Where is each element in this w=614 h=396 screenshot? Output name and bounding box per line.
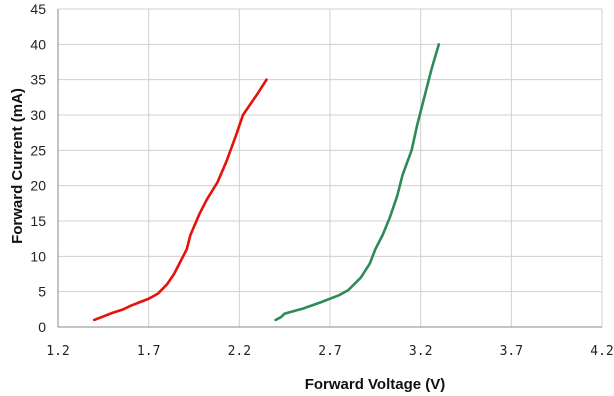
y-tick-label: 45 [30, 1, 46, 17]
y-tick-labels: 0 5 10 15 20 25 30 35 40 45 [30, 1, 46, 335]
y-tick-label: 30 [30, 107, 46, 123]
y-tick-label: 10 [30, 248, 46, 264]
series-line-2 [274, 43, 441, 322]
x-tick-label: 2.2 [228, 344, 251, 359]
x-tick-label: 1.7 [137, 344, 160, 359]
x-tick-label: 4.2 [590, 344, 613, 359]
series-line-1 [92, 78, 268, 322]
y-tick-label: 20 [30, 178, 46, 194]
series-layer [92, 43, 441, 322]
x-tick-label: 3.2 [409, 344, 432, 359]
x-tick-label: 3.7 [500, 344, 523, 359]
axes [57, 9, 602, 328]
grid-lines [57, 8, 603, 328]
y-axis-title: Forward Current (mA) [9, 88, 26, 244]
y-tick-label: 0 [38, 319, 46, 335]
y-tick-label: 5 [38, 284, 46, 300]
x-tick-label: 1.2 [46, 344, 69, 359]
x-axis-title: Forward Voltage (V) [305, 376, 446, 393]
y-tick-label: 35 [30, 72, 46, 88]
y-tick-label: 25 [30, 142, 46, 158]
y-tick-label: 15 [30, 213, 46, 229]
x-tick-labels: 1.2 1.7 2.2 2.7 3.2 3.7 4.2 [46, 344, 613, 359]
y-tick-label: 40 [30, 36, 46, 52]
x-tick-label: 2.7 [318, 344, 341, 359]
